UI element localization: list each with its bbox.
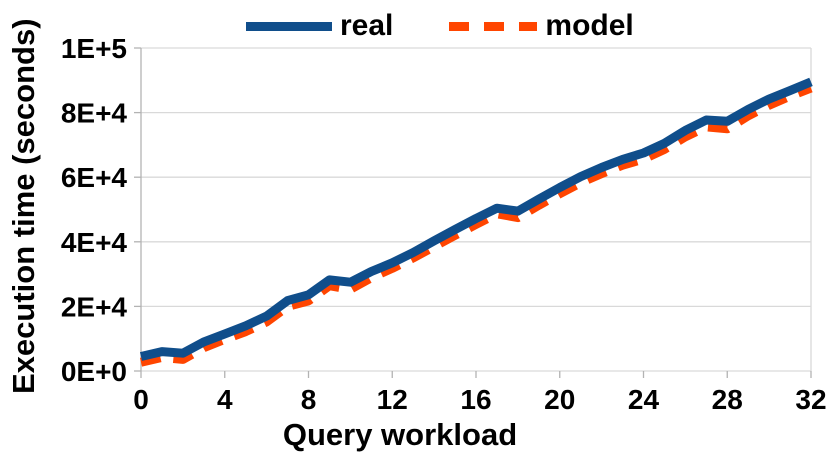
x-axis-title: Query workload [282,417,518,452]
series-line-model [139,83,813,367]
y-axis-title: Execution time (seconds) [6,18,41,394]
y-tick-label: 0E+0 [61,356,127,387]
x-tick-label: 8 [301,384,317,415]
legend-label-real: real [340,9,394,42]
real-line-swatch [246,21,332,31]
legend-item-real: real [246,9,393,43]
y-tick-label: 6E+4 [61,162,128,193]
x-tick-label: 12 [377,384,408,415]
chart-legend: real model [246,9,634,43]
y-tick-label: 2E+4 [61,291,128,322]
y-tick-label: 1E+5 [61,33,127,64]
x-tick-label: 16 [460,384,491,415]
legend-item-model: model [449,9,634,43]
series-line-real [139,77,813,361]
model-line-swatch [449,21,538,31]
y-tick-label: 8E+4 [61,98,128,129]
x-tick-label: 0 [133,384,149,415]
x-tick-label: 32 [795,384,826,415]
legend-label-model: model [545,9,634,42]
x-tick-label: 28 [712,384,743,415]
x-tick-label: 24 [628,384,660,415]
y-tick-label: 4E+4 [61,227,128,258]
x-tick-label: 4 [217,384,233,415]
x-tick-label: 20 [544,384,575,415]
